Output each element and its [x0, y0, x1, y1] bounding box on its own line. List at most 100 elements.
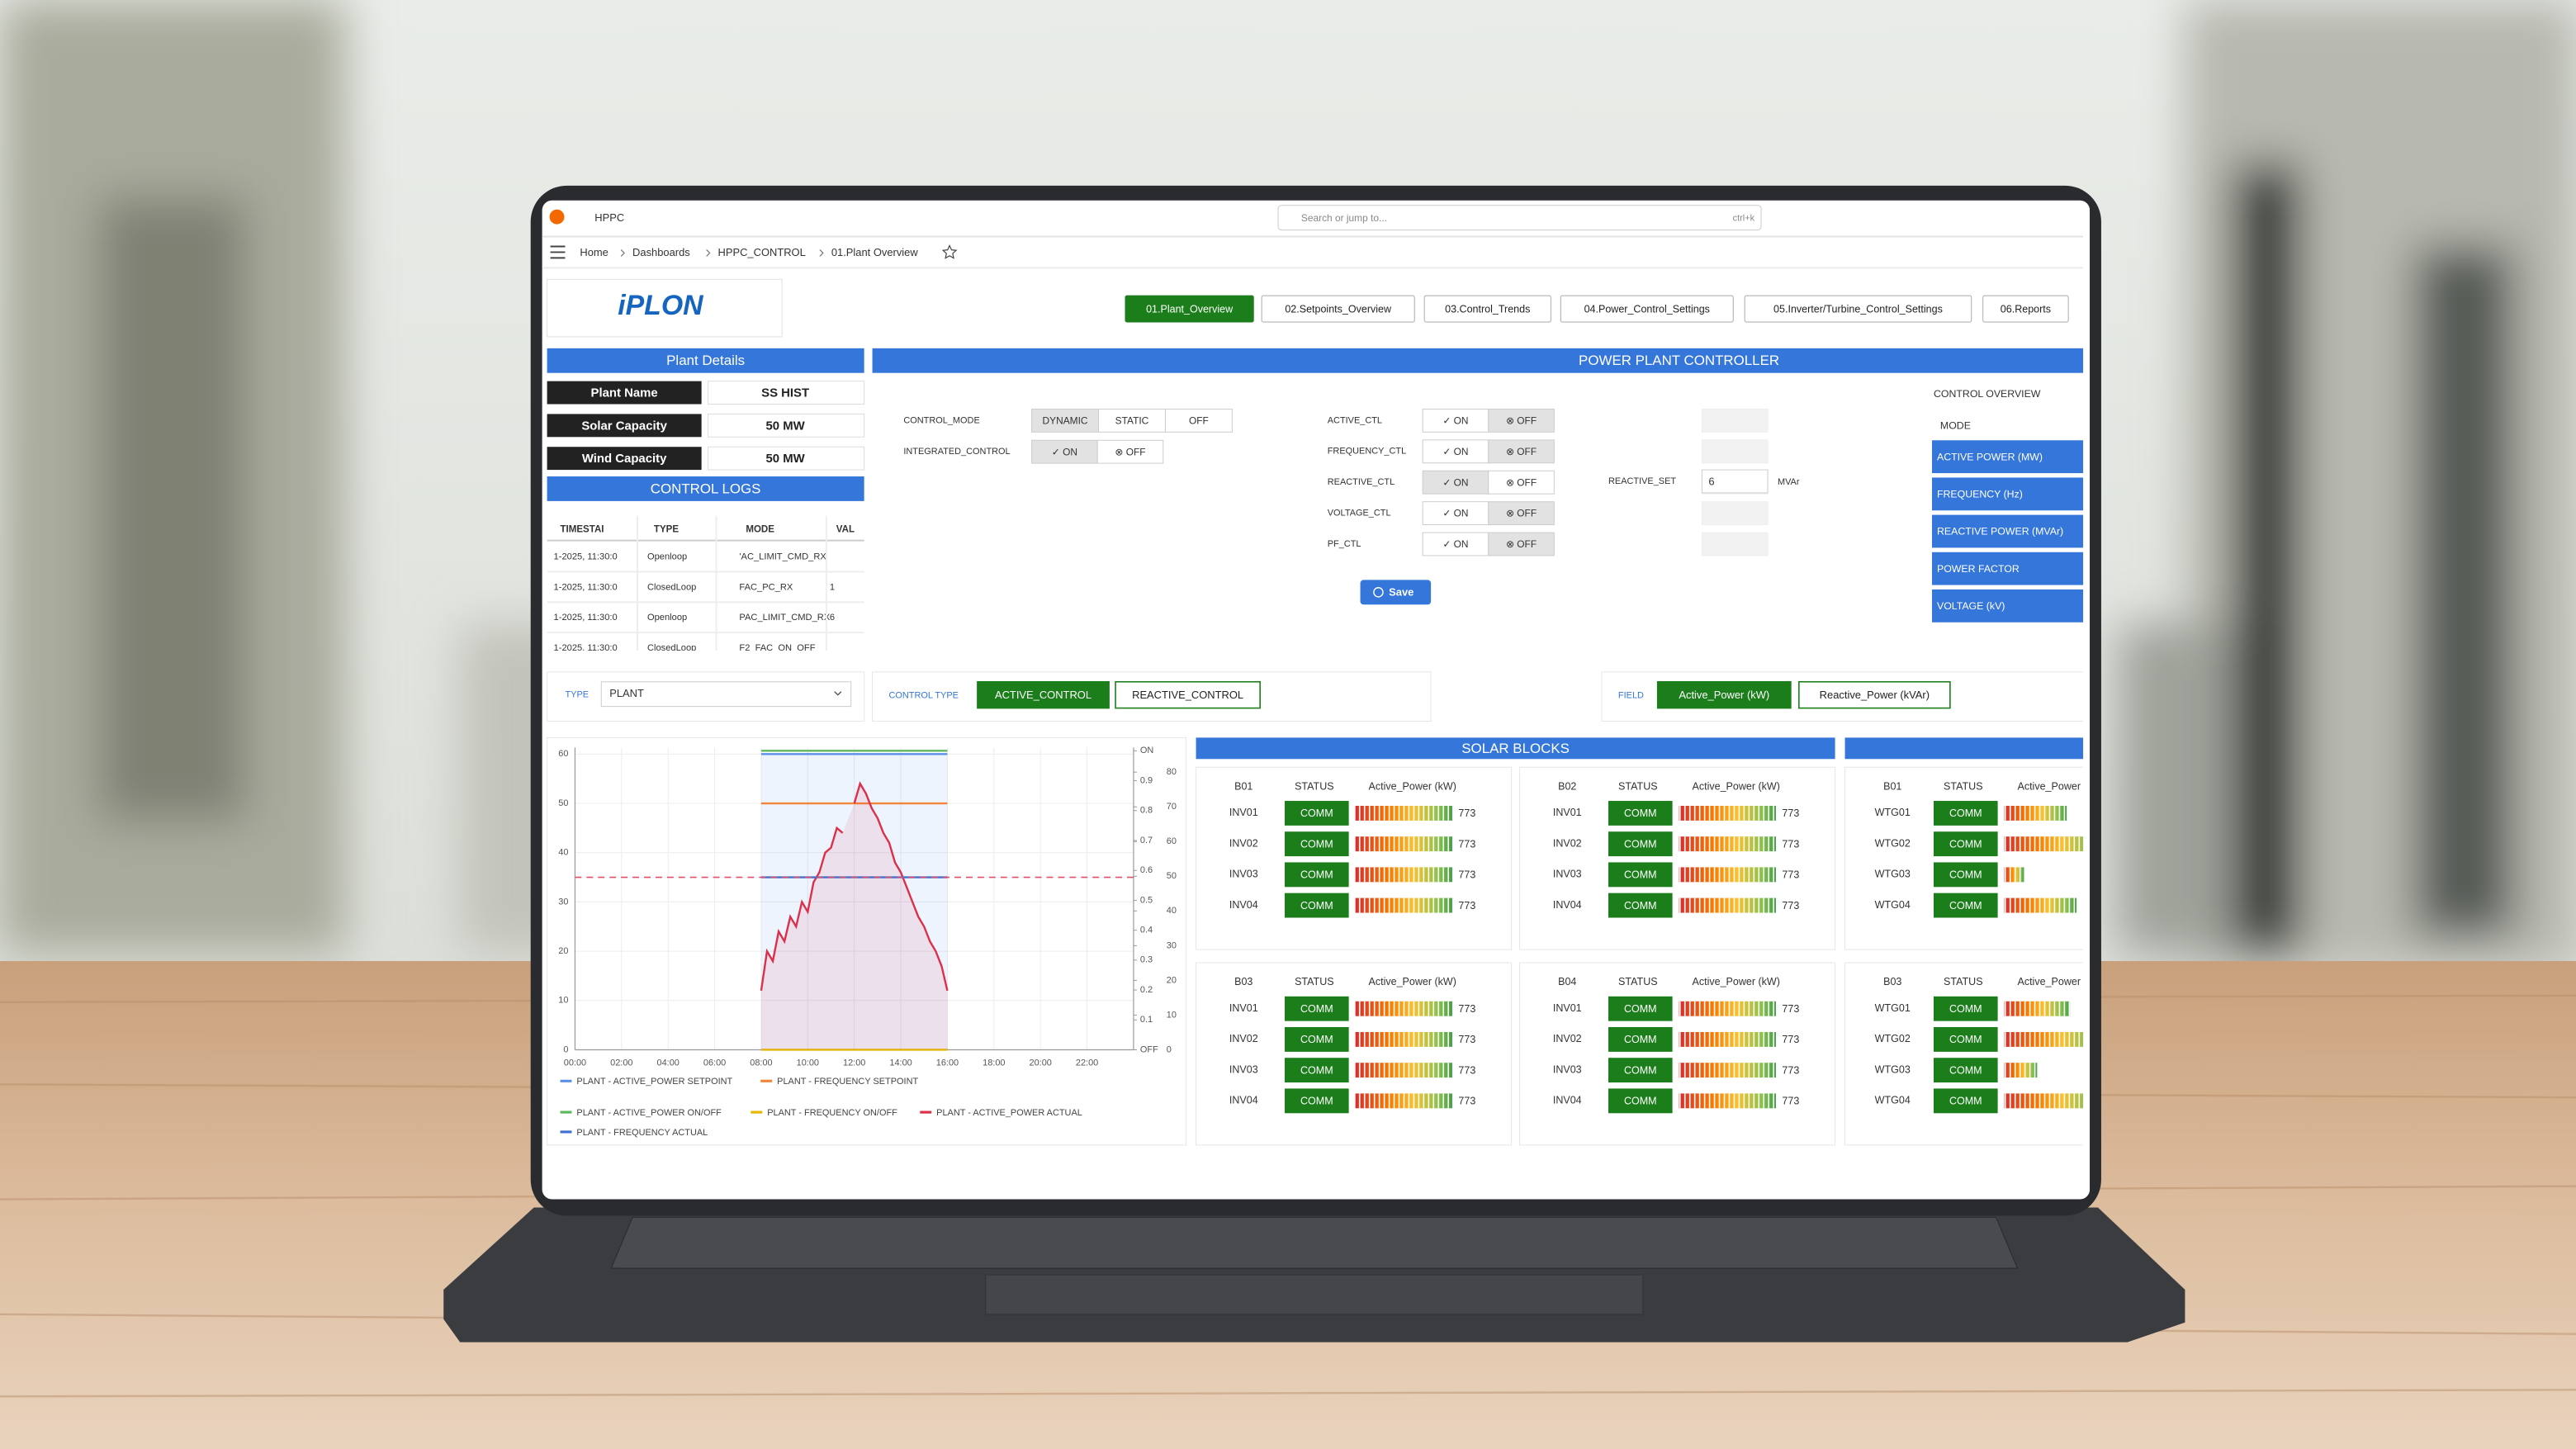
- status-box: [1608, 862, 1673, 888]
- switch-option[interactable]: [1422, 501, 1489, 526]
- status-label: COMM: [1949, 1064, 1982, 1076]
- breadcrumb-item: 01.Plant Overview: [831, 246, 919, 258]
- breadcrumb-item[interactable]: Home: [580, 246, 608, 258]
- legend-label[interactable]: PLANT - FREQUENCY ACTUAL: [576, 1128, 708, 1138]
- status-label: COMM: [1949, 838, 1982, 850]
- overview-item[interactable]: [1932, 440, 2091, 474]
- y-tick-label: 70: [1167, 802, 1177, 812]
- gauge-segments: [2004, 836, 2091, 852]
- tab[interactable]: [1423, 295, 1551, 323]
- tab[interactable]: [1261, 295, 1415, 323]
- overview-item-label: VOLTAGE (kV): [1937, 600, 2005, 612]
- breadcrumb-item[interactable]: Dashboards: [632, 246, 690, 258]
- device-name: INV04: [1229, 1095, 1258, 1106]
- status-label: COMM: [1949, 900, 1982, 912]
- block-column: Active_Power (kW): [1692, 780, 1779, 792]
- switch-option[interactable]: [1488, 501, 1555, 526]
- status-label: COMM: [1624, 1003, 1657, 1015]
- y-tick-label: 10: [1167, 1010, 1177, 1020]
- switch-option[interactable]: [1488, 470, 1555, 495]
- switch-option[interactable]: [1422, 532, 1489, 556]
- screen-edge: [2083, 200, 2091, 1200]
- power-value: 773: [1458, 1096, 1475, 1107]
- switch-option[interactable]: [1096, 439, 1164, 464]
- filter-button[interactable]: [1656, 680, 1792, 709]
- gauge-segments: [2004, 897, 2077, 913]
- y-tick-label: 0.5: [1140, 895, 1153, 905]
- switch-option-label: ✓ ON: [1442, 508, 1468, 519]
- overview-item[interactable]: [1932, 552, 2091, 585]
- gauge-segments: [1679, 1001, 1776, 1016]
- table-header[interactable]: MODE: [746, 525, 774, 535]
- app-switcher[interactable]: HPPC: [594, 211, 624, 224]
- reactive-set-unit: MVAr: [1778, 477, 1800, 487]
- filter-button[interactable]: [977, 680, 1110, 709]
- y-tick-label: 10: [558, 996, 568, 1006]
- table-header[interactable]: TYPE: [654, 525, 679, 535]
- legend-label[interactable]: PLANT - ACTIVE_POWER ON/OFF: [576, 1108, 722, 1118]
- panel-title: CONTROL LOGS: [651, 481, 761, 496]
- overview-item[interactable]: [1932, 514, 2091, 548]
- tab[interactable]: [1982, 295, 2069, 323]
- filter-button[interactable]: [1798, 680, 1951, 709]
- switch-option-label: ⊗ OFF: [1506, 415, 1537, 427]
- type-dropdown[interactable]: [600, 681, 852, 708]
- block-column: STATUS: [1944, 780, 1983, 792]
- mode-option[interactable]: [1031, 408, 1100, 433]
- table-cell: 1-2025, 11:30:0: [554, 552, 618, 561]
- switch-option-label: ⊗ OFF: [1506, 508, 1537, 519]
- switch-option-label: ⊗ OFF: [1506, 446, 1537, 457]
- mode-option[interactable]: [1164, 408, 1233, 433]
- block-panel: [1519, 766, 1836, 950]
- breadcrumb-separator: [819, 249, 824, 257]
- gauge-segments: [1355, 805, 1452, 821]
- reactive-set-input[interactable]: [1701, 469, 1769, 494]
- save-button[interactable]: [1360, 580, 1432, 605]
- search-box[interactable]: [1277, 205, 1762, 231]
- status-label: COMM: [1624, 900, 1657, 912]
- star-icon[interactable]: [941, 244, 958, 259]
- switch-option[interactable]: [1488, 408, 1555, 433]
- series-area: [760, 754, 948, 1050]
- status-label: COMM: [1949, 1034, 1982, 1045]
- gauge-segments: [1679, 1063, 1776, 1078]
- breadcrumb-item[interactable]: HPPC_CONTROL: [718, 246, 806, 258]
- tab[interactable]: [1560, 295, 1734, 323]
- x-tick-label: 00:00: [564, 1058, 586, 1068]
- tab[interactable]: [1744, 295, 1972, 323]
- gauge-segments: [2004, 805, 2067, 821]
- status-label: COMM: [1624, 1034, 1657, 1045]
- block-name: B03: [1234, 976, 1252, 987]
- y-tick-label: 40: [558, 848, 568, 858]
- tab[interactable]: [1125, 295, 1254, 323]
- legend-label[interactable]: PLANT - FREQUENCY ON/OFF: [767, 1108, 897, 1118]
- legend-label[interactable]: PLANT - ACTIVE_POWER ACTUAL: [936, 1108, 1082, 1118]
- switch-option[interactable]: [1031, 439, 1098, 464]
- overview-item-label: ACTIVE POWER (MW): [1937, 451, 2043, 462]
- mode-option[interactable]: [1098, 408, 1166, 433]
- switch-option-label: ✓ ON: [1052, 446, 1077, 457]
- overview-item[interactable]: [1932, 589, 2091, 623]
- switch-option[interactable]: [1422, 408, 1489, 433]
- block-name: B04: [1558, 976, 1576, 987]
- table-cell: ClosedLoop: [647, 643, 696, 653]
- switch-option[interactable]: [1488, 532, 1555, 556]
- overview-item[interactable]: [1932, 477, 2091, 511]
- status-label: COMM: [1300, 838, 1333, 850]
- switch-option[interactable]: [1488, 439, 1555, 464]
- status-box: [1285, 996, 1349, 1021]
- table-header[interactable]: TIMESTAI: [561, 525, 604, 535]
- legend-label[interactable]: PLANT - ACTIVE_POWER SETPOINT: [576, 1077, 732, 1087]
- switch-option[interactable]: [1422, 470, 1489, 495]
- table-header[interactable]: VAL: [836, 525, 855, 535]
- filter-button[interactable]: [1115, 680, 1261, 709]
- app-icon: [549, 209, 565, 225]
- type-dropdown-value: PLANT: [609, 687, 644, 699]
- y-tick-label: 0.4: [1140, 926, 1153, 935]
- y-tick-label: 0.3: [1140, 955, 1153, 965]
- gauge-segments: [1679, 836, 1776, 852]
- block-name: B02: [1558, 780, 1576, 792]
- legend-label[interactable]: PLANT - FREQUENCY SETPOINT: [777, 1077, 918, 1087]
- table-cell: Openloop: [647, 613, 687, 623]
- series-area: [760, 784, 948, 1050]
